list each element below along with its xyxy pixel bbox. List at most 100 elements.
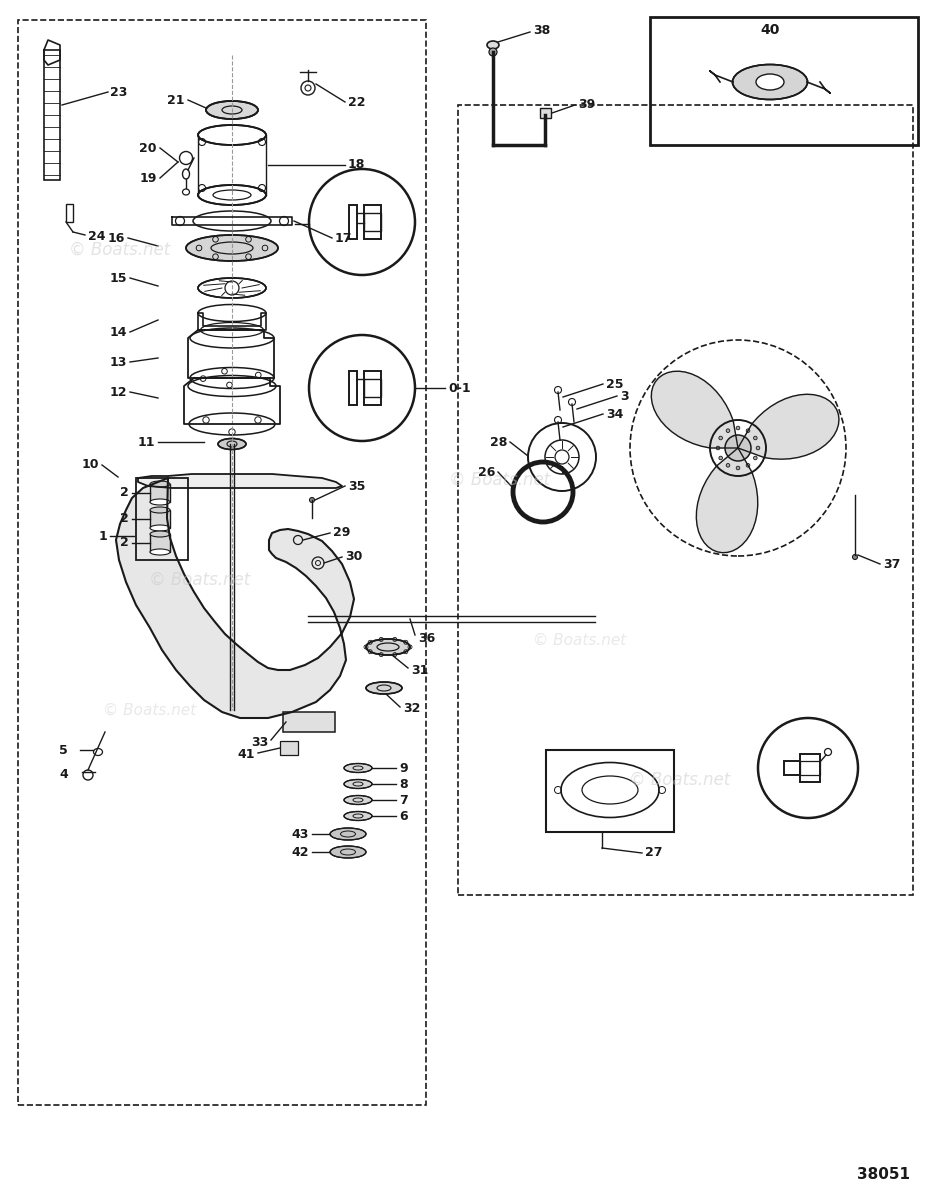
- Circle shape: [736, 466, 740, 470]
- Bar: [136, 478, 188, 560]
- Text: 12: 12: [109, 385, 127, 398]
- Text: 24: 24: [88, 230, 106, 244]
- Bar: [364, 214, 381, 230]
- Ellipse shape: [330, 828, 366, 840]
- Bar: [650, 17, 918, 145]
- Text: © Boats.net: © Boats.net: [104, 702, 196, 718]
- Ellipse shape: [732, 65, 808, 100]
- Ellipse shape: [344, 763, 372, 773]
- Bar: [364, 205, 381, 239]
- Bar: [283, 712, 335, 732]
- Text: © Boats.net: © Boats.net: [533, 632, 626, 648]
- Bar: [150, 510, 170, 528]
- Text: 9: 9: [399, 762, 408, 774]
- Bar: [784, 761, 800, 775]
- Text: 38: 38: [533, 24, 551, 36]
- Ellipse shape: [344, 811, 372, 821]
- Ellipse shape: [366, 638, 410, 655]
- Ellipse shape: [150, 499, 170, 505]
- Text: 34: 34: [606, 408, 624, 420]
- Ellipse shape: [198, 185, 266, 205]
- Circle shape: [746, 428, 750, 432]
- Text: 19: 19: [139, 172, 157, 185]
- Bar: [150, 484, 170, 502]
- Ellipse shape: [198, 305, 266, 322]
- Ellipse shape: [190, 367, 274, 389]
- Bar: [66, 204, 73, 222]
- Polygon shape: [138, 474, 342, 488]
- Circle shape: [746, 463, 750, 467]
- Circle shape: [489, 48, 497, 56]
- Bar: [18, 20, 426, 1105]
- Text: 21: 21: [167, 94, 185, 107]
- Ellipse shape: [189, 413, 275, 434]
- Text: 31: 31: [411, 664, 428, 677]
- Bar: [349, 371, 357, 404]
- Circle shape: [756, 446, 760, 450]
- Text: © Boats.net: © Boats.net: [629, 770, 730, 790]
- Text: 1: 1: [98, 529, 107, 542]
- Text: 33: 33: [251, 736, 268, 749]
- Text: 23: 23: [110, 85, 127, 98]
- Ellipse shape: [150, 550, 170, 554]
- Text: 20: 20: [139, 142, 157, 155]
- Text: © Boats.net: © Boats.net: [450, 470, 551, 490]
- Text: 32: 32: [403, 702, 421, 715]
- Ellipse shape: [150, 530, 170, 538]
- Text: 36: 36: [418, 631, 436, 644]
- Text: 6: 6: [399, 810, 408, 822]
- Text: 5: 5: [59, 744, 68, 756]
- Text: 41: 41: [237, 749, 255, 762]
- Text: 27: 27: [645, 846, 663, 859]
- Ellipse shape: [756, 74, 784, 90]
- Text: 15: 15: [109, 271, 127, 284]
- Text: 25: 25: [606, 378, 624, 390]
- Text: 28: 28: [490, 436, 507, 449]
- Text: 10: 10: [81, 458, 99, 472]
- Text: 17: 17: [335, 232, 352, 245]
- Ellipse shape: [150, 506, 170, 514]
- Text: 7: 7: [399, 793, 408, 806]
- Text: 22: 22: [348, 96, 366, 108]
- Text: 42: 42: [292, 846, 309, 858]
- Ellipse shape: [218, 438, 246, 450]
- Circle shape: [716, 446, 720, 450]
- Text: 18: 18: [348, 158, 366, 172]
- Bar: [364, 379, 381, 397]
- Text: 35: 35: [348, 480, 366, 492]
- Text: 43: 43: [292, 828, 309, 840]
- Ellipse shape: [186, 235, 278, 260]
- Bar: [540, 108, 551, 118]
- Polygon shape: [652, 371, 738, 448]
- Circle shape: [853, 554, 857, 559]
- Circle shape: [719, 437, 723, 440]
- Text: 2: 2: [121, 512, 129, 526]
- Bar: [800, 754, 820, 782]
- Text: 29: 29: [333, 527, 351, 540]
- Bar: [546, 750, 674, 832]
- Text: 14: 14: [109, 325, 127, 338]
- Ellipse shape: [193, 211, 271, 230]
- Circle shape: [719, 456, 723, 460]
- Polygon shape: [738, 395, 839, 460]
- Text: 2: 2: [121, 486, 129, 499]
- Text: 8: 8: [399, 778, 408, 791]
- Ellipse shape: [150, 481, 170, 487]
- Circle shape: [754, 456, 757, 460]
- Text: 11: 11: [137, 436, 155, 449]
- Text: 40: 40: [760, 23, 780, 37]
- Bar: [349, 205, 357, 239]
- Polygon shape: [116, 478, 354, 718]
- Circle shape: [726, 463, 730, 467]
- Text: 26: 26: [478, 466, 495, 479]
- Text: 3: 3: [620, 390, 628, 402]
- Bar: [364, 371, 381, 404]
- Polygon shape: [697, 448, 757, 553]
- Bar: [800, 761, 820, 775]
- Circle shape: [309, 498, 314, 503]
- Ellipse shape: [487, 41, 499, 49]
- Ellipse shape: [366, 682, 402, 694]
- Ellipse shape: [198, 125, 266, 145]
- Text: 39: 39: [578, 98, 596, 112]
- Text: 4: 4: [59, 768, 68, 781]
